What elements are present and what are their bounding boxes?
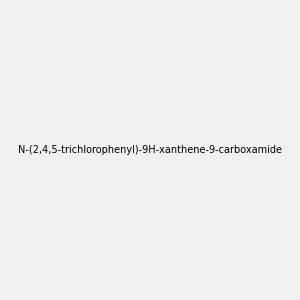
Text: N-(2,4,5-trichlorophenyl)-9H-xanthene-9-carboxamide: N-(2,4,5-trichlorophenyl)-9H-xanthene-9-… [18,145,282,155]
